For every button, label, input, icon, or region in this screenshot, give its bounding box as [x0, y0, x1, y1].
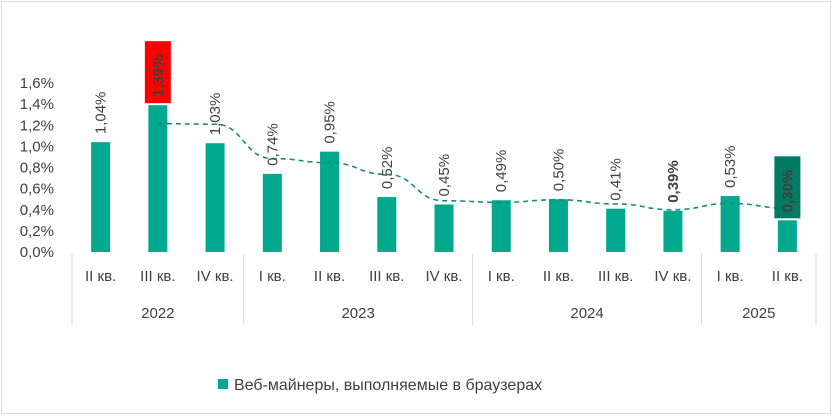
y-tick-label: 1,6% [20, 75, 54, 92]
bar [606, 208, 626, 252]
y-tick-label: 0,4% [20, 202, 54, 219]
bar [91, 142, 111, 252]
y-tick-label: 1,0% [20, 138, 54, 155]
bar [548, 199, 568, 252]
data-label-group: 1,39% [144, 41, 171, 104]
data-label: 0,74% [264, 123, 281, 166]
bar [663, 210, 683, 252]
category-label: III кв. [369, 268, 404, 285]
bars [91, 105, 797, 253]
data-label-group: 0,50% [550, 149, 567, 192]
category-label: II кв. [85, 268, 116, 285]
category-label: II кв. [314, 268, 345, 285]
bar [148, 105, 168, 253]
data-label-group: 0,95% [322, 101, 339, 144]
data-label-group: 0,52% [379, 147, 396, 190]
data-label: 0,30% [779, 170, 796, 213]
bar [262, 173, 282, 252]
x-axis: II кв. III кв. IV кв. I кв. II кв. III кв. IV … [71, 254, 817, 325]
bar [377, 197, 397, 252]
data-label-group: 0,53% [722, 145, 739, 188]
category-label: I кв. [259, 268, 286, 285]
category-label: IV кв. [425, 268, 462, 285]
year-label: 2025 [742, 305, 775, 322]
legend-label: Веб-майнеры, выполняемые в браузерах [234, 377, 542, 394]
data-label-group: 1,04% [93, 92, 110, 135]
data-labels: 1,04% 1,39% 1,03% 0,74% 0,95% 0,52% 0,45% 0,49%… [93, 41, 801, 219]
data-label-highlight [144, 41, 171, 104]
y-tick-label: 0,6% [20, 181, 54, 198]
data-label-group: 1,03% [207, 93, 224, 136]
year-label: 2024 [570, 305, 603, 322]
data-label-group: 0,45% [436, 154, 453, 197]
category-label: II кв. [772, 268, 803, 285]
legend-swatch [218, 379, 228, 389]
data-label-group: 0,30% [774, 156, 801, 219]
y-tick-label: 1,2% [20, 117, 54, 134]
legend: Веб-майнеры, выполняемые в браузерах [218, 377, 542, 394]
year-label: 2022 [141, 305, 174, 322]
data-label: 1,03% [207, 93, 224, 136]
year-label: 2023 [341, 305, 374, 322]
data-label: 0,52% [379, 147, 396, 190]
data-label: 0,39% [665, 160, 682, 203]
y-tick-label: 0,8% [20, 160, 54, 177]
category-label: I кв. [488, 268, 515, 285]
y-tick-label: 0,0% [20, 244, 54, 261]
category-label: IV кв. [197, 268, 234, 285]
bar [320, 151, 340, 252]
data-label: 0,41% [608, 158, 625, 201]
bar [777, 220, 797, 252]
data-label-highlight [774, 156, 801, 219]
data-label: 0,45% [436, 154, 453, 197]
category-label: I кв. [717, 268, 744, 285]
y-axis: 0,0% 0,2% 0,4% 0,6% 0,8% 1,0% 1,2% 1,4% 1,6% [20, 75, 54, 261]
y-tick-label: 1,4% [20, 96, 54, 113]
data-label-group: 0,49% [493, 150, 510, 193]
bar [205, 143, 225, 252]
data-label-group: 0,39% [665, 160, 682, 203]
data-label: 1,39% [150, 55, 167, 98]
category-label: IV кв. [654, 268, 691, 285]
bar [720, 196, 740, 252]
data-label: 0,95% [322, 101, 339, 144]
bar [434, 204, 454, 252]
data-label-group: 0,74% [264, 123, 281, 166]
trendline [157, 122, 788, 211]
category-label: III кв. [140, 268, 175, 285]
trendline-path [157, 122, 788, 211]
y-tick-label: 0,2% [20, 223, 54, 240]
data-label: 0,53% [722, 145, 739, 188]
category-label: II кв. [543, 268, 574, 285]
bar [491, 200, 511, 252]
data-label: 0,49% [493, 150, 510, 193]
data-label-group: 0,41% [608, 158, 625, 201]
data-label: 1,04% [93, 92, 110, 135]
data-label: 0,50% [550, 149, 567, 192]
category-label: III кв. [598, 268, 633, 285]
